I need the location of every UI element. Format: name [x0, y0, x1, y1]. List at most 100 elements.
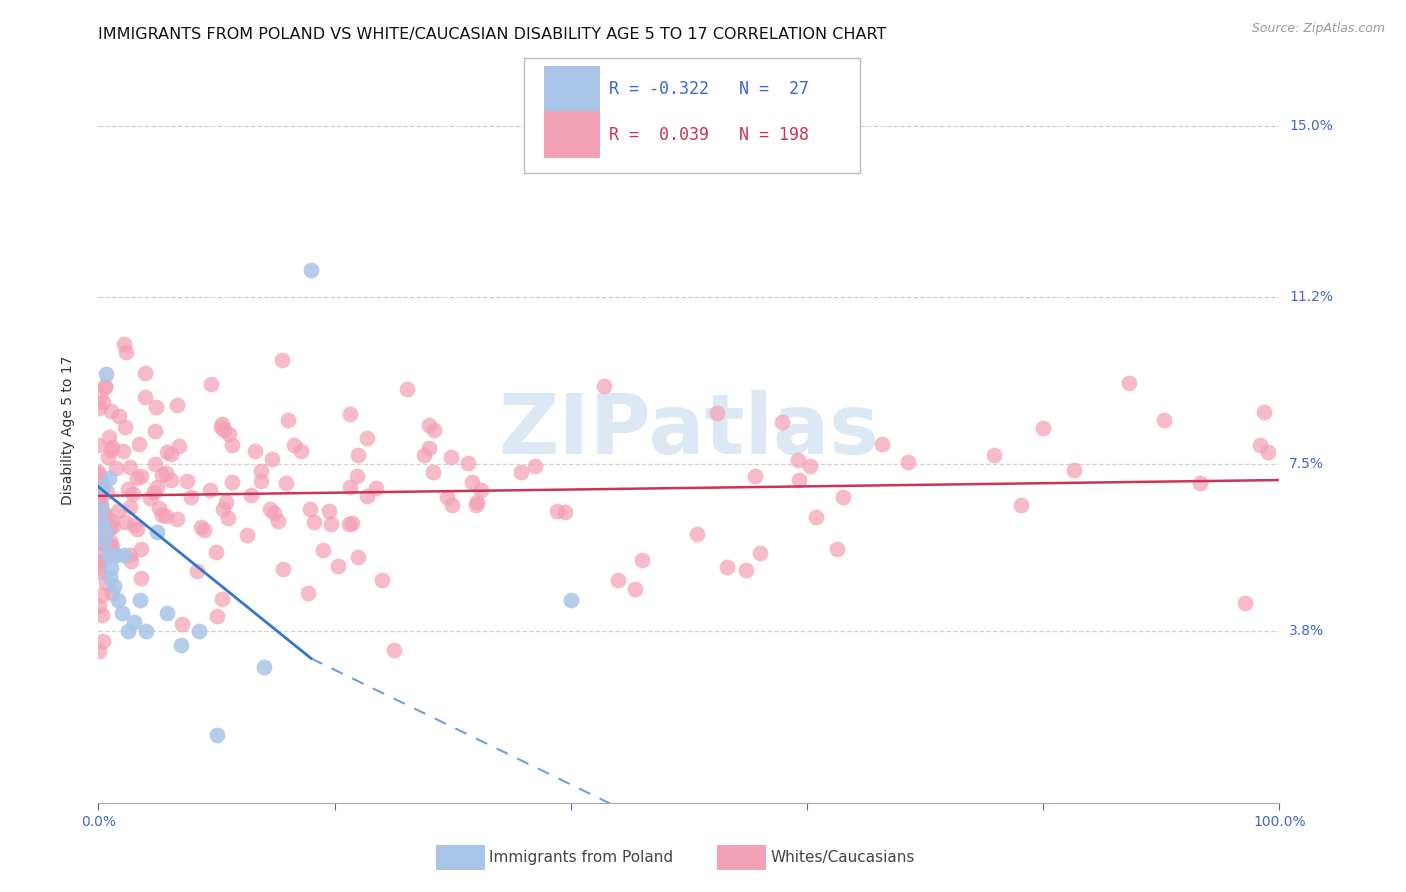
- Point: [89, 555, 111, 569]
- Point: [91, 504, 114, 518]
- Point: [440, 450, 463, 465]
- Point: [299, 263, 322, 277]
- Point: [418, 441, 440, 455]
- Point: [1153, 413, 1175, 427]
- Point: [560, 592, 582, 607]
- Text: Source: ZipAtlas.com: Source: ZipAtlas.com: [1251, 22, 1385, 36]
- Point: [94, 575, 117, 590]
- Point: [283, 437, 305, 451]
- Point: [150, 468, 173, 483]
- Point: [339, 480, 361, 494]
- Point: [1249, 438, 1271, 452]
- Point: [176, 474, 198, 488]
- FancyBboxPatch shape: [523, 58, 860, 173]
- Point: [786, 453, 808, 467]
- Point: [89, 562, 111, 576]
- Point: [623, 582, 645, 596]
- Point: [983, 448, 1005, 462]
- Point: [198, 483, 221, 497]
- Point: [276, 413, 298, 427]
- Point: [546, 504, 568, 518]
- Point: [107, 409, 129, 423]
- Point: [205, 728, 228, 742]
- Point: [127, 522, 149, 536]
- Point: [170, 638, 193, 652]
- Point: [187, 624, 209, 639]
- Text: R =  0.039   N = 198: R = 0.039 N = 198: [609, 126, 808, 144]
- Y-axis label: Disability Age 5 to 17: Disability Age 5 to 17: [60, 356, 75, 505]
- Text: 7.5%: 7.5%: [1289, 458, 1324, 471]
- Point: [470, 483, 492, 497]
- Point: [89, 492, 111, 507]
- Point: [128, 437, 150, 451]
- Point: [134, 367, 156, 381]
- Point: [107, 504, 129, 518]
- Point: [211, 501, 233, 516]
- Point: [120, 548, 142, 562]
- Point: [263, 506, 285, 520]
- Point: [87, 467, 110, 481]
- Point: [128, 592, 150, 607]
- Point: [735, 563, 758, 577]
- Point: [89, 391, 111, 405]
- Point: [93, 516, 115, 530]
- Point: [221, 438, 243, 452]
- Point: [524, 458, 547, 473]
- Point: [115, 345, 138, 359]
- Point: [804, 510, 827, 524]
- Point: [1063, 463, 1085, 477]
- Point: [460, 475, 482, 489]
- Point: [190, 519, 212, 533]
- Point: [180, 490, 202, 504]
- Point: [93, 533, 115, 548]
- Text: 11.2%: 11.2%: [1289, 290, 1333, 304]
- Text: R = -0.322   N =  27: R = -0.322 N = 27: [609, 80, 808, 98]
- Point: [250, 474, 273, 488]
- Point: [96, 485, 118, 500]
- Point: [155, 466, 177, 480]
- Point: [159, 447, 181, 461]
- Point: [1032, 421, 1054, 435]
- Point: [97, 450, 120, 465]
- Point: [799, 458, 821, 473]
- Point: [120, 500, 142, 515]
- Point: [205, 609, 228, 624]
- Point: [105, 548, 128, 562]
- Point: [259, 502, 281, 516]
- Text: IMMIGRANTS FROM POLAND VS WHITE/CAUCASIAN DISABILITY AGE 5 TO 17 CORRELATION CHA: IMMIGRANTS FROM POLAND VS WHITE/CAUCASIA…: [98, 27, 887, 42]
- Point: [111, 606, 134, 620]
- Point: [101, 518, 124, 533]
- Point: [129, 542, 152, 557]
- Point: [770, 415, 793, 429]
- Point: [101, 441, 124, 455]
- Point: [1118, 376, 1140, 390]
- Point: [114, 515, 136, 529]
- Point: [193, 523, 215, 537]
- Point: [440, 498, 463, 512]
- Point: [122, 615, 145, 630]
- Point: [90, 608, 112, 623]
- Point: [1257, 445, 1279, 459]
- Point: [831, 490, 853, 504]
- Point: [143, 457, 166, 471]
- Point: [340, 516, 363, 530]
- Point: [422, 465, 444, 479]
- Point: [100, 514, 122, 528]
- Text: ZIPatlas: ZIPatlas: [499, 390, 879, 471]
- Point: [107, 592, 129, 607]
- Point: [87, 534, 110, 549]
- Point: [209, 420, 232, 434]
- Point: [89, 535, 111, 549]
- Point: [382, 643, 405, 657]
- Point: [112, 337, 135, 351]
- Point: [87, 498, 110, 512]
- Point: [100, 443, 122, 458]
- Point: [98, 539, 121, 553]
- Point: [87, 401, 110, 415]
- Point: [239, 488, 262, 502]
- Point: [337, 517, 360, 532]
- Point: [319, 517, 342, 532]
- Point: [120, 554, 142, 568]
- Point: [166, 512, 188, 526]
- Point: [825, 542, 848, 557]
